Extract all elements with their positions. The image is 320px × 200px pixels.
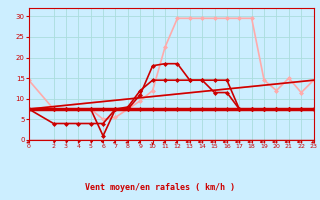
Text: Vent moyen/en rafales ( km/h ): Vent moyen/en rafales ( km/h )	[85, 183, 235, 192]
